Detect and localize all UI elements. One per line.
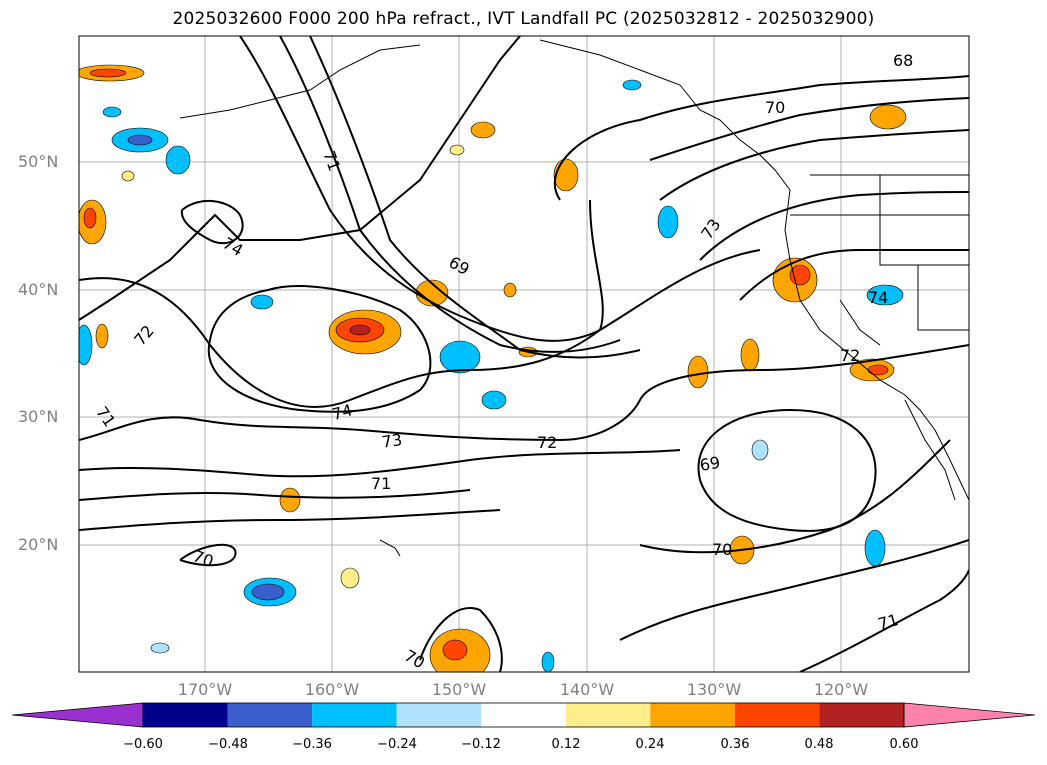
colorbar-tick: −0.12 bbox=[461, 737, 501, 752]
contour-label: 74 bbox=[330, 400, 355, 424]
contour-label: 74 bbox=[219, 233, 246, 260]
lat-label: 30°N bbox=[18, 407, 59, 426]
contour-label: 74 bbox=[868, 288, 888, 307]
contour-label: 71 bbox=[319, 148, 344, 174]
colorbar-frame bbox=[142, 702, 905, 728]
colorbar-segment bbox=[481, 703, 566, 727]
contour-label: 72 bbox=[130, 321, 158, 349]
contour-label: 71 bbox=[876, 610, 901, 634]
lon-label: 160°W bbox=[304, 680, 360, 699]
colorbar-segment bbox=[143, 703, 228, 727]
colorbar-segment bbox=[650, 703, 735, 727]
colorbar-tick: 0.48 bbox=[804, 737, 834, 752]
colorbar-segment bbox=[312, 703, 397, 727]
contour-label: 71 bbox=[371, 474, 391, 493]
colorbar-extend-low bbox=[11, 702, 144, 728]
contour-label: 71 bbox=[92, 403, 119, 431]
contour-label: 69 bbox=[698, 453, 721, 475]
contour-lines bbox=[79, 36, 969, 672]
lon-label: 130°W bbox=[686, 680, 742, 699]
lon-label: 150°W bbox=[431, 680, 487, 699]
colorbar-segment bbox=[227, 703, 313, 727]
lon-label: 140°W bbox=[559, 680, 615, 699]
colorbar-tick: 0.24 bbox=[635, 737, 665, 752]
lat-label: 50°N bbox=[18, 152, 59, 171]
colorbar-segment bbox=[819, 703, 904, 727]
lon-label: 120°W bbox=[813, 680, 869, 699]
contour-label: 69 bbox=[446, 252, 473, 279]
contour-label: 73 bbox=[697, 215, 724, 243]
lon-label: 170°W bbox=[177, 680, 233, 699]
coastlines bbox=[179, 39, 969, 557]
colorbar-extend-high bbox=[903, 702, 1036, 728]
colorbar-segment bbox=[734, 703, 820, 727]
contour-label: 73 bbox=[381, 430, 404, 452]
colorbar-tick: −0.24 bbox=[377, 737, 417, 752]
colorbar-tick: 0.60 bbox=[889, 737, 919, 752]
contour-label: 70 bbox=[765, 98, 785, 117]
patch-red bbox=[89, 68, 127, 78]
lat-label: 20°N bbox=[18, 535, 59, 554]
shaded-patches bbox=[79, 64, 907, 672]
contour-label: 70 bbox=[190, 546, 216, 571]
colorbar-segment bbox=[565, 703, 651, 727]
contour-label: 72 bbox=[840, 346, 860, 365]
contour-labels: 68 70 71 73 74 69 72 74 72 71 74 73 72 7… bbox=[92, 51, 913, 672]
colorbar-segment bbox=[396, 703, 482, 727]
contour-label: 68 bbox=[893, 51, 913, 70]
map-title: 2025032600 F000 200 hPa refract., IVT La… bbox=[172, 9, 875, 29]
plot-frame bbox=[78, 35, 970, 673]
colorbar-tick: 0.36 bbox=[720, 737, 750, 752]
colorbar bbox=[11, 702, 1036, 728]
contour-label: 70 bbox=[712, 540, 732, 559]
contour-label: 72 bbox=[537, 433, 557, 452]
colorbar-tick: −0.36 bbox=[292, 737, 332, 752]
colorbar-tick: −0.60 bbox=[123, 737, 163, 752]
colorbar-tick: 0.12 bbox=[551, 737, 581, 752]
colorbar-tick: −0.48 bbox=[208, 737, 248, 752]
lat-label: 40°N bbox=[18, 280, 59, 299]
gridlines bbox=[79, 36, 969, 672]
